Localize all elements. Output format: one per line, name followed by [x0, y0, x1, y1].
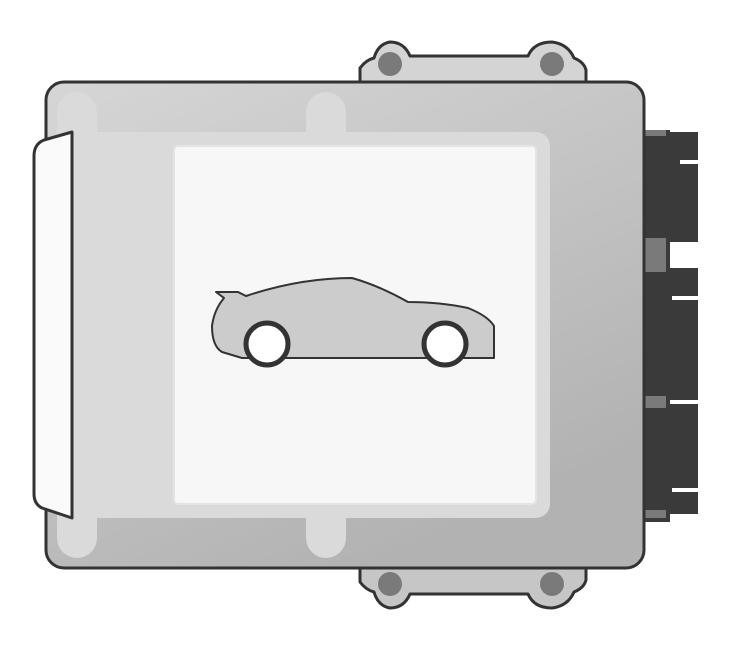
top-mounting-bracket: [358, 40, 588, 86]
wiring-connector: [624, 130, 698, 522]
bolt-hole-icon: [378, 52, 402, 76]
bolt-hole-icon: [540, 572, 564, 596]
front-wheel-icon: [243, 320, 291, 368]
left-end-cap: [32, 130, 74, 520]
bolt-hole-icon: [378, 572, 402, 596]
bottom-mounting-bracket: [358, 564, 588, 610]
sports-car-icon: [211, 277, 495, 368]
bolt-hole-icon: [540, 52, 564, 76]
rear-wheel-icon: [421, 320, 469, 368]
